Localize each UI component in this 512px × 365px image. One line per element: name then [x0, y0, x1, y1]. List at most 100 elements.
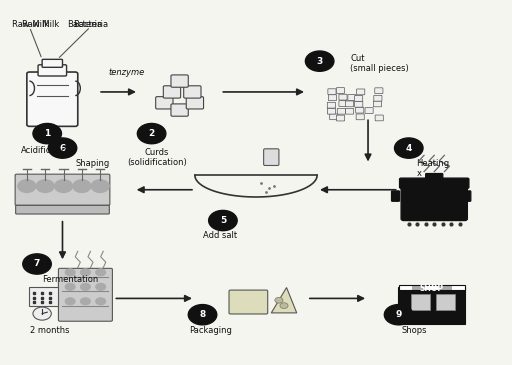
Circle shape	[385, 304, 413, 325]
Text: 2 months: 2 months	[30, 326, 70, 335]
FancyBboxPatch shape	[229, 290, 268, 314]
Text: 6: 6	[59, 143, 66, 153]
Text: Raw Milk: Raw Milk	[22, 19, 59, 28]
FancyBboxPatch shape	[436, 295, 455, 310]
Text: tenzyme: tenzyme	[108, 69, 144, 77]
FancyBboxPatch shape	[375, 115, 383, 121]
FancyBboxPatch shape	[452, 285, 465, 291]
FancyBboxPatch shape	[328, 95, 336, 100]
Text: Shops: Shops	[401, 326, 426, 335]
Circle shape	[23, 254, 51, 274]
Circle shape	[188, 304, 217, 325]
Polygon shape	[271, 288, 297, 313]
FancyBboxPatch shape	[411, 295, 430, 310]
FancyBboxPatch shape	[355, 101, 363, 107]
Text: Raw Milk: Raw Milk	[12, 19, 49, 28]
FancyBboxPatch shape	[356, 114, 364, 120]
Text: Shaping: Shaping	[75, 159, 110, 168]
FancyBboxPatch shape	[327, 102, 335, 108]
FancyBboxPatch shape	[184, 86, 201, 98]
FancyBboxPatch shape	[15, 174, 110, 205]
Circle shape	[91, 180, 110, 193]
Circle shape	[65, 269, 75, 276]
FancyBboxPatch shape	[346, 108, 354, 114]
Circle shape	[73, 180, 91, 193]
Circle shape	[65, 298, 75, 305]
Circle shape	[305, 51, 334, 71]
Text: Heating
x
Draining: Heating x Draining	[416, 159, 453, 189]
FancyBboxPatch shape	[163, 86, 181, 98]
Text: Add salt: Add salt	[203, 231, 238, 241]
FancyBboxPatch shape	[425, 285, 438, 291]
FancyBboxPatch shape	[375, 88, 383, 93]
Circle shape	[80, 283, 91, 291]
FancyBboxPatch shape	[357, 89, 365, 95]
Text: 2: 2	[148, 129, 155, 138]
FancyBboxPatch shape	[38, 65, 67, 76]
Text: Bacteria: Bacteria	[68, 19, 103, 28]
Circle shape	[96, 283, 106, 291]
FancyBboxPatch shape	[398, 285, 412, 291]
FancyBboxPatch shape	[27, 72, 78, 126]
Text: Curds
(solidification): Curds (solidification)	[127, 148, 186, 168]
FancyBboxPatch shape	[348, 95, 356, 100]
Circle shape	[137, 123, 166, 144]
FancyBboxPatch shape	[336, 88, 345, 93]
FancyBboxPatch shape	[336, 115, 345, 121]
Text: Bacteria: Bacteria	[73, 19, 108, 28]
Circle shape	[33, 307, 51, 320]
FancyBboxPatch shape	[374, 95, 382, 101]
FancyBboxPatch shape	[16, 205, 110, 214]
Text: 8: 8	[199, 310, 206, 319]
Circle shape	[96, 298, 106, 305]
FancyBboxPatch shape	[328, 89, 336, 95]
FancyBboxPatch shape	[399, 178, 469, 188]
Circle shape	[275, 297, 283, 303]
Text: 7: 7	[34, 260, 40, 269]
FancyBboxPatch shape	[356, 107, 364, 113]
Circle shape	[96, 269, 106, 276]
FancyBboxPatch shape	[171, 104, 188, 116]
FancyBboxPatch shape	[412, 285, 425, 291]
Text: Cut
(small pieces): Cut (small pieces)	[350, 54, 409, 73]
Text: SHOP: SHOP	[420, 284, 444, 293]
FancyBboxPatch shape	[365, 108, 373, 114]
Circle shape	[280, 303, 288, 308]
Circle shape	[36, 180, 54, 193]
FancyBboxPatch shape	[327, 108, 335, 114]
FancyBboxPatch shape	[438, 285, 452, 291]
FancyBboxPatch shape	[29, 287, 58, 306]
Circle shape	[54, 180, 73, 193]
FancyBboxPatch shape	[171, 75, 188, 87]
Text: 4: 4	[406, 143, 412, 153]
FancyBboxPatch shape	[398, 287, 465, 324]
Text: Packaging: Packaging	[189, 326, 231, 335]
FancyBboxPatch shape	[339, 101, 347, 107]
Text: 3: 3	[316, 57, 323, 66]
FancyBboxPatch shape	[425, 173, 443, 180]
Text: 9: 9	[395, 310, 402, 319]
Circle shape	[80, 269, 91, 276]
Text: 5: 5	[220, 216, 226, 225]
FancyBboxPatch shape	[401, 184, 467, 220]
FancyBboxPatch shape	[339, 94, 347, 100]
Circle shape	[48, 138, 77, 158]
Text: Acidification: Acidification	[22, 146, 73, 155]
Circle shape	[209, 210, 237, 231]
FancyBboxPatch shape	[330, 114, 338, 120]
FancyBboxPatch shape	[373, 101, 381, 107]
FancyBboxPatch shape	[58, 268, 113, 321]
FancyBboxPatch shape	[42, 59, 62, 67]
Circle shape	[65, 283, 75, 291]
FancyBboxPatch shape	[186, 97, 204, 109]
FancyBboxPatch shape	[264, 149, 279, 165]
Circle shape	[80, 298, 91, 305]
Circle shape	[395, 138, 423, 158]
FancyBboxPatch shape	[346, 101, 354, 107]
FancyBboxPatch shape	[337, 108, 346, 114]
Circle shape	[33, 123, 61, 144]
Circle shape	[18, 180, 36, 193]
FancyBboxPatch shape	[463, 191, 471, 201]
Text: Fermentation: Fermentation	[42, 275, 98, 284]
FancyBboxPatch shape	[156, 97, 173, 109]
